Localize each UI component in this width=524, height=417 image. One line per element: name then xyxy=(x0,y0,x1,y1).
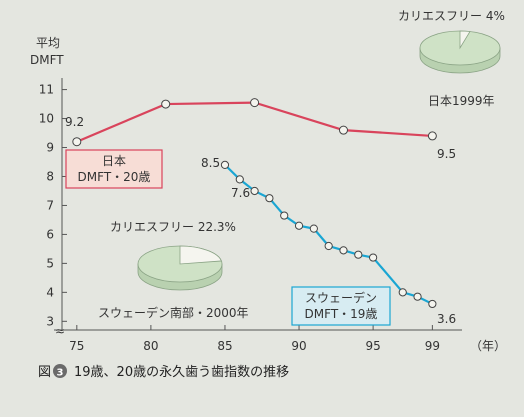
x-tick-label: 75 xyxy=(69,339,84,353)
data-point-japan xyxy=(338,125,348,135)
x-tick-label: 95 xyxy=(365,339,380,353)
y-axis-title-line1: 平均 xyxy=(36,36,60,50)
series-line-japan xyxy=(76,101,433,143)
legend-sweden: スウェーデン DMFT・19歳 xyxy=(291,286,391,326)
caption-prefix: 図 xyxy=(38,365,51,380)
x-tick-label: 85 xyxy=(217,339,232,353)
legend-japan-line1: 日本 xyxy=(102,154,126,168)
axis-break-mark: ≈ xyxy=(55,324,65,338)
japan-caries-free-label: カリエスフリー 4% xyxy=(398,9,505,23)
data-point-japan xyxy=(427,131,437,141)
pie-japan xyxy=(419,30,501,74)
data-point-sweden xyxy=(398,288,407,297)
legend-sweden-box xyxy=(291,286,391,326)
x-axis-unit: （年） xyxy=(470,339,506,353)
data-point-sweden xyxy=(324,241,333,251)
pie-sweden-caries-free-slice xyxy=(179,245,222,265)
data-point-japan xyxy=(250,98,260,108)
y-tick-label: 10 xyxy=(39,112,54,126)
y-tick-label: 6 xyxy=(46,227,54,241)
data-point-sweden xyxy=(428,299,437,309)
data-point-sweden xyxy=(294,221,304,230)
y-tick-label: 9 xyxy=(46,141,54,155)
y-tick-label: 11 xyxy=(39,83,54,97)
data-point-japan xyxy=(161,99,171,109)
caption-number: 3 xyxy=(57,368,64,379)
legend-sweden-line1: スウェーデン xyxy=(305,290,377,305)
data-label-japan-last: 9.5 xyxy=(437,147,456,161)
x-tick-label: 99 xyxy=(425,339,440,353)
sweden-caries-free-label: カリエスフリー 22.3% xyxy=(110,220,236,234)
y-tick-label: 3 xyxy=(46,314,54,328)
data-label-sweden-first: 8.5 xyxy=(201,156,220,170)
data-label-sweden-second: 7.6 xyxy=(231,186,250,200)
y-axis-title-line2: DMFT xyxy=(30,53,64,67)
data-label-sweden-last: 3.6 xyxy=(437,312,456,326)
y-tick-label: 7 xyxy=(46,198,54,212)
data-point-sweden xyxy=(354,250,363,259)
data-point-sweden xyxy=(280,211,289,220)
x-ticks: 75 80 85 90 95 99 xyxy=(69,325,440,353)
data-point-sweden xyxy=(369,253,378,262)
data-point-sweden xyxy=(339,246,348,255)
pie-sweden xyxy=(137,245,223,291)
data-point-sweden xyxy=(250,186,259,196)
data-point-japan xyxy=(72,137,82,147)
legend-japan-box xyxy=(65,149,163,189)
x-tick-label: 80 xyxy=(143,339,158,353)
caption-text: 19歳、20歳の永久歯う歯指数の推移 xyxy=(74,365,289,380)
data-point-sweden xyxy=(235,175,244,184)
data-label-japan-first: 9.2 xyxy=(65,115,84,129)
series-layer xyxy=(72,98,437,309)
y-tick-label: 4 xyxy=(46,285,54,299)
x-tick-label: 90 xyxy=(291,339,306,353)
y-ticks: 3 4 5 6 7 8 9 10 11 xyxy=(39,83,67,328)
data-point-sweden xyxy=(265,194,274,203)
japan-year-label: 日本1999年 xyxy=(428,94,495,108)
sweden-region-label: スウェーデン南部・2000年 xyxy=(98,305,249,320)
data-point-sweden xyxy=(413,292,422,301)
data-point-sweden xyxy=(220,160,230,169)
pie-japan-caries-free-slice xyxy=(459,30,471,50)
y-tick-label: 5 xyxy=(46,256,54,270)
series-line-sweden xyxy=(224,164,433,305)
caption-number-badge xyxy=(53,364,67,378)
legend-japan-line2: DMFT・20歳 xyxy=(78,170,151,184)
legend-sweden-line2: DMFT・19歳 xyxy=(305,307,378,321)
figure-caption: 図 3 19歳、20歳の永久歯う歯指数の推移 xyxy=(38,364,289,380)
y-tick-label: 8 xyxy=(46,169,54,183)
data-point-sweden xyxy=(309,224,318,233)
legend-japan: 日本 DMFT・20歳 xyxy=(65,149,163,189)
